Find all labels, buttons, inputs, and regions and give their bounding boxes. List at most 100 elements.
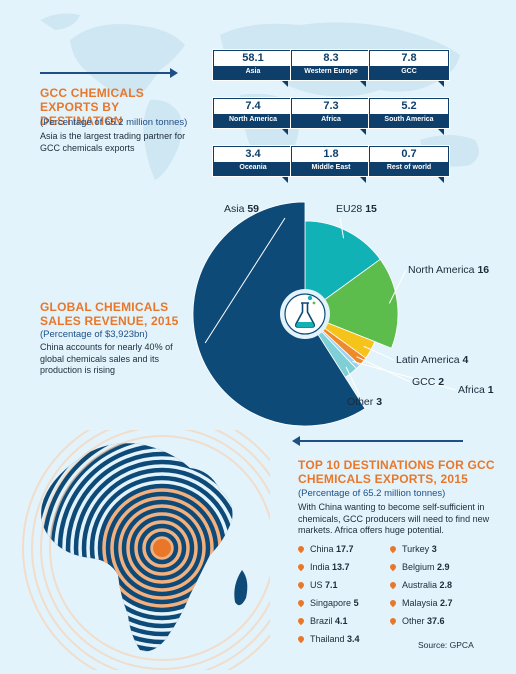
destination-name: Thailand	[310, 634, 345, 644]
destination-item: Turkey 3	[388, 544, 437, 554]
pie-label-north-america: North America 16	[408, 264, 489, 276]
tag-value: 5.2	[370, 99, 448, 114]
pie-label-asia: Asia 59	[224, 203, 259, 215]
tag-south-america: 5.2 South America	[368, 97, 450, 135]
destination-item: US 7.1	[296, 580, 338, 590]
tag-value: 3.4	[214, 147, 292, 162]
map-pin-icon	[296, 616, 306, 625]
destination-value: 37.6	[427, 616, 445, 626]
source-note: Source: GPCA	[418, 640, 474, 650]
destination-item: Malaysia 2.7	[388, 598, 453, 608]
pie-leader-line	[363, 345, 395, 361]
map-pin-icon	[388, 598, 398, 607]
exports-title: GCC CHEMICALS EXPORTS BY DESTINATION	[40, 86, 144, 128]
tag-name: Middle East	[311, 164, 351, 171]
destination-value: 17.7	[336, 544, 354, 554]
destination-value: 3.4	[347, 634, 360, 644]
exports-arrow-head	[170, 68, 178, 78]
destination-value: 13.7	[332, 562, 350, 572]
map-pin-icon	[296, 580, 306, 589]
destination-value: 5	[353, 598, 359, 608]
map-pin-icon	[388, 562, 398, 571]
tag-name: Africa	[321, 116, 341, 123]
pie-leader-line	[388, 269, 407, 304]
revenue-pie-chart: EU28 15 North America 16 Latin America 4 GC…	[192, 201, 494, 427]
destination-item: Other 37.6	[388, 616, 445, 626]
revenue-description: China accounts for nearly 40% of global …	[40, 342, 173, 375]
tag-asia: 58.1 Asia	[212, 49, 294, 87]
map-pin-icon	[388, 616, 398, 625]
pie-leader-line	[352, 360, 457, 391]
pie-slice-eu28	[304, 220, 381, 315]
destination-name: India	[310, 562, 330, 572]
flask-icon	[280, 289, 330, 339]
destination-item: Singapore 5	[296, 598, 359, 608]
tag-name: Asia	[245, 68, 261, 75]
pie-leader-line	[345, 366, 361, 397]
tag-name: Rest of world	[386, 164, 432, 171]
tag-value: 58.1	[214, 51, 292, 66]
destination-item: China 17.7	[296, 544, 354, 554]
tag-name: Western Europe	[304, 68, 358, 75]
tag-gcc: 7.8 GCC	[368, 49, 450, 87]
destination-value: 7.1	[325, 580, 338, 590]
revenue-subtitle: (Percentage of $3,923bn)	[40, 329, 148, 340]
tag-value: 7.4	[214, 99, 292, 114]
tag-name: South America	[384, 116, 434, 123]
pie-label-gcc: GCC 2	[412, 376, 444, 388]
destination-name: China	[310, 544, 334, 554]
pie-label-other: Other 3	[347, 396, 382, 408]
pie-label-africa: Africa 1	[458, 384, 494, 396]
destination-name: Belgium	[402, 562, 435, 572]
tag-name: GCC	[401, 68, 417, 75]
destination-name: Brazil	[310, 616, 333, 626]
destination-item: Belgium 2.9	[388, 562, 450, 572]
top10-description: With China wanting to become self-suffic…	[298, 502, 490, 535]
map-pin-icon	[296, 562, 306, 571]
pie-label-eu28: EU28 15	[336, 203, 377, 215]
exports-description: Asia is the largest trading partner for …	[40, 131, 186, 153]
destination-item: Brazil 4.1	[296, 616, 348, 626]
destination-item: India 13.7	[296, 562, 350, 572]
top10-subtitle: (Percentage of 65.2 million tonnes)	[298, 488, 446, 499]
pie-leader-line	[356, 356, 411, 383]
destination-value: 3	[431, 544, 437, 554]
pie-slice-asia	[192, 201, 366, 427]
destination-name: Turkey	[402, 544, 430, 554]
top10-title: TOP 10 DESTINATIONS FOR GCC CHEMICALS EX…	[298, 458, 495, 486]
destination-name: Other	[402, 616, 425, 626]
map-pin-icon	[296, 634, 306, 643]
tag-middle-east: 1.8 Middle East	[290, 145, 372, 183]
exports-subtitle: (Percentage of 65.2 million tonnes)	[40, 117, 188, 128]
destination-name: Singapore	[310, 598, 352, 608]
destination-item: Thailand 3.4	[296, 634, 360, 644]
tag-value: 8.3	[292, 51, 370, 66]
destination-value: 2.7	[440, 598, 453, 608]
destination-name: Malaysia	[402, 598, 438, 608]
map-pin-icon	[388, 544, 398, 553]
tag-oceania: 3.4 Oceania	[212, 145, 294, 183]
destination-name: US	[310, 580, 323, 590]
tag-rest-of-world: 0.7 Rest of world	[368, 145, 450, 183]
destination-value: 2.8	[439, 580, 453, 590]
tag-name: North America	[229, 116, 277, 123]
pie-slice-north-america	[304, 258, 399, 349]
tag-western-europe: 8.3 Western Europe	[290, 49, 372, 87]
pie-leader-line	[204, 217, 286, 344]
tag-name: Oceania	[239, 164, 267, 171]
tag-value: 7.8	[370, 51, 448, 66]
tag-value: 1.8	[292, 147, 370, 162]
map-pin-icon	[388, 580, 398, 589]
tag-africa: 7.3 Africa	[290, 97, 372, 135]
tag-value: 0.7	[370, 147, 448, 162]
pie-leader-line	[339, 217, 345, 239]
destination-value: 2.9	[437, 562, 450, 572]
top10-arrow-line	[300, 440, 463, 442]
tag-value: 7.3	[292, 99, 370, 114]
map-pin-icon	[296, 544, 306, 553]
destination-value: 4.1	[335, 616, 348, 626]
map-pin-icon	[296, 598, 306, 607]
pie-label-latin-america: Latin America 4	[396, 354, 469, 366]
top10-arrow-head	[292, 436, 300, 446]
revenue-title: GLOBAL CHEMICALS SALES REVENUE, 2015	[40, 300, 179, 328]
